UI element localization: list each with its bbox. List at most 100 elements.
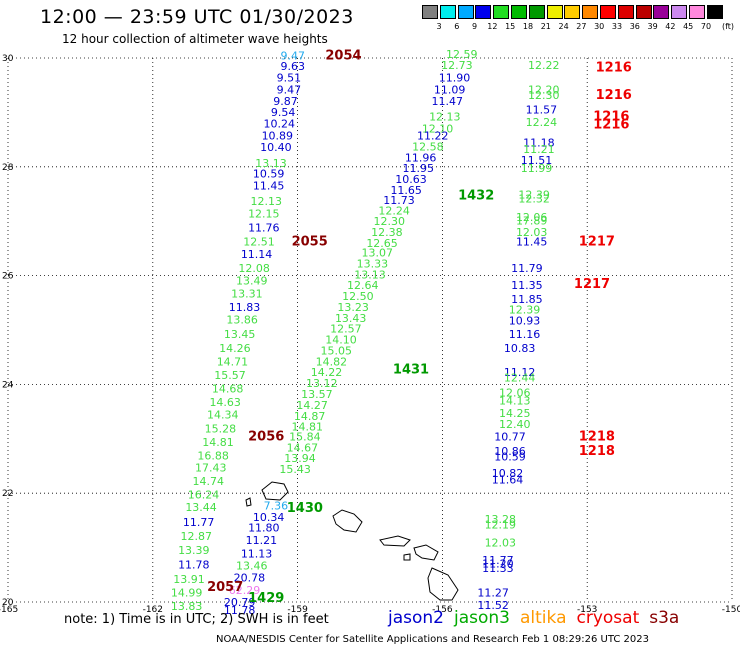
wave-height-value: 11.85 bbox=[511, 293, 543, 306]
wave-height-value: 14.10 bbox=[325, 334, 357, 347]
lon-tick-label: -150 bbox=[722, 605, 740, 615]
wave-height-value: 13.49 bbox=[236, 274, 268, 287]
island-maui bbox=[413, 544, 439, 561]
wave-height-value: 14.74 bbox=[193, 475, 225, 488]
wave-height-value: 7.36 bbox=[264, 500, 289, 513]
wave-height-value: 12.32 bbox=[518, 193, 550, 206]
legend-label: 30 bbox=[594, 22, 605, 31]
wave-height-value: 14.99 bbox=[171, 587, 203, 600]
wave-height-value: 11.78 bbox=[178, 558, 210, 571]
wave-height-value: 13.46 bbox=[236, 559, 268, 572]
wave-height-value: 9.47 bbox=[277, 83, 302, 96]
pass-number-label: 2056 bbox=[248, 429, 284, 444]
island-kauai bbox=[261, 481, 289, 501]
wave-height-value: 16.24 bbox=[188, 489, 220, 502]
wave-height-value: 11.47 bbox=[431, 95, 463, 108]
wave-height-value: 12.39 bbox=[509, 304, 541, 317]
wave-height-value: 11.45 bbox=[516, 236, 548, 249]
wave-height-value: 12.15 bbox=[248, 207, 280, 220]
wave-height-value: 11.96 bbox=[405, 151, 437, 164]
pass-number-label: 1432 bbox=[458, 188, 494, 203]
wave-height-value: 11.35 bbox=[511, 279, 543, 292]
legend-label: 3 bbox=[436, 22, 442, 31]
wave-height-value: 10.40 bbox=[260, 141, 292, 154]
wave-height-value: 17.89 bbox=[516, 214, 548, 227]
wave-height-value: 10.63 bbox=[395, 173, 427, 186]
wave-height-value: 14.67 bbox=[287, 441, 319, 454]
wave-height-value: 14.34 bbox=[207, 409, 239, 422]
wave-height-value: 14.81 bbox=[202, 436, 234, 449]
wave-height-value: 14.68 bbox=[212, 383, 244, 396]
wave-height-value: 10.24 bbox=[264, 118, 296, 131]
island-molokai bbox=[379, 535, 411, 547]
wave-height-value: 10.89 bbox=[262, 130, 294, 143]
wave-height-value: 13.39 bbox=[178, 544, 210, 557]
wave-height-value: 14.22 bbox=[311, 366, 343, 379]
legend-label: 70 bbox=[700, 22, 712, 31]
wave-height-value: 11.99 bbox=[521, 162, 553, 175]
wave-height-value: 11.73 bbox=[383, 194, 415, 207]
hawaii-islands bbox=[245, 481, 459, 601]
wave-height-value: 17.43 bbox=[195, 461, 227, 474]
wave-height-value: 11.22 bbox=[417, 130, 449, 143]
wave-height-value: 11.77 bbox=[183, 516, 215, 529]
legend-swatch bbox=[600, 5, 616, 19]
lon-tick-label: -165 bbox=[0, 605, 18, 615]
wave-height-value: 9.54 bbox=[271, 106, 296, 119]
wave-height-value: 14.26 bbox=[219, 342, 251, 355]
island-hawaii bbox=[427, 567, 459, 601]
wave-height-value: 13.83 bbox=[171, 600, 203, 613]
mission-jason3: jason3 bbox=[454, 608, 510, 628]
lat-tick-label: 24 bbox=[2, 380, 14, 390]
lon-tick-label: -153 bbox=[577, 605, 597, 615]
wave-height-value: 11.76 bbox=[248, 222, 280, 235]
wave-height-value: 11.09 bbox=[434, 83, 466, 96]
mission-legend: jason2 jason3 altika cryosat s3a bbox=[388, 608, 689, 628]
wave-height-value: 11.12 bbox=[504, 366, 536, 379]
lon-tick-label: -162 bbox=[143, 605, 163, 615]
legend-label: 27 bbox=[576, 22, 587, 31]
wave-height-value: 12.51 bbox=[243, 236, 275, 249]
wave-height-value: 12.44 bbox=[504, 372, 536, 385]
wave-height-value: 13.43 bbox=[335, 312, 367, 325]
wave-height-value: 14.25 bbox=[499, 407, 531, 420]
legend-swatch bbox=[689, 5, 705, 19]
wave-height-value: 12.13 bbox=[429, 111, 461, 124]
wave-height-value: 14.82 bbox=[316, 355, 348, 368]
lat-tick-label: 22 bbox=[2, 489, 13, 499]
legend-swatch bbox=[635, 5, 652, 19]
wave-height-labels: 9.479.639.519.479.879.5410.2410.8910.401… bbox=[171, 48, 560, 617]
wave-height-value: 9.63 bbox=[281, 60, 306, 73]
legend-label: 42 bbox=[665, 22, 676, 31]
pass-number-label: 1216 bbox=[596, 88, 632, 103]
wave-height-value: 9.51 bbox=[277, 71, 302, 84]
pass-number-label: 1429 bbox=[248, 591, 284, 606]
legend-swatch bbox=[511, 5, 527, 19]
legend-swatch bbox=[617, 5, 634, 19]
wave-height-value: 11.90 bbox=[439, 71, 471, 84]
legend-label: 33 bbox=[611, 22, 623, 31]
wave-height-value: 13.12 bbox=[306, 377, 338, 390]
wave-height-value: 12.20 bbox=[528, 83, 560, 96]
wave-height-value: 13.57 bbox=[301, 388, 333, 401]
wave-height-value: 10.59 bbox=[494, 451, 526, 464]
legend-swatch bbox=[671, 5, 688, 19]
legend-label: 39 bbox=[647, 22, 658, 31]
wave-height-value: 11.51 bbox=[521, 154, 553, 167]
wave-height-value: 11.21 bbox=[246, 534, 278, 547]
footnote: note: 1) Time is in UTC; 2) SWH is in fe… bbox=[64, 612, 329, 627]
island-niihau bbox=[245, 497, 252, 507]
wave-height-value: 11.83 bbox=[229, 301, 261, 314]
pass-number-label: 1217 bbox=[579, 235, 615, 250]
wave-height-value: 12.30 bbox=[528, 89, 560, 102]
wave-height-value: 13.31 bbox=[231, 287, 263, 300]
legend-swatch bbox=[422, 5, 438, 19]
wave-height-value: 12.24 bbox=[526, 116, 558, 129]
legend-swatch bbox=[582, 5, 599, 19]
lon-tick-label: -156 bbox=[432, 605, 453, 615]
wave-height-value: 9.87 bbox=[273, 95, 298, 108]
legend-swatch bbox=[528, 5, 545, 19]
legend-label: 45 bbox=[683, 22, 694, 31]
legend-swatch bbox=[706, 5, 723, 19]
